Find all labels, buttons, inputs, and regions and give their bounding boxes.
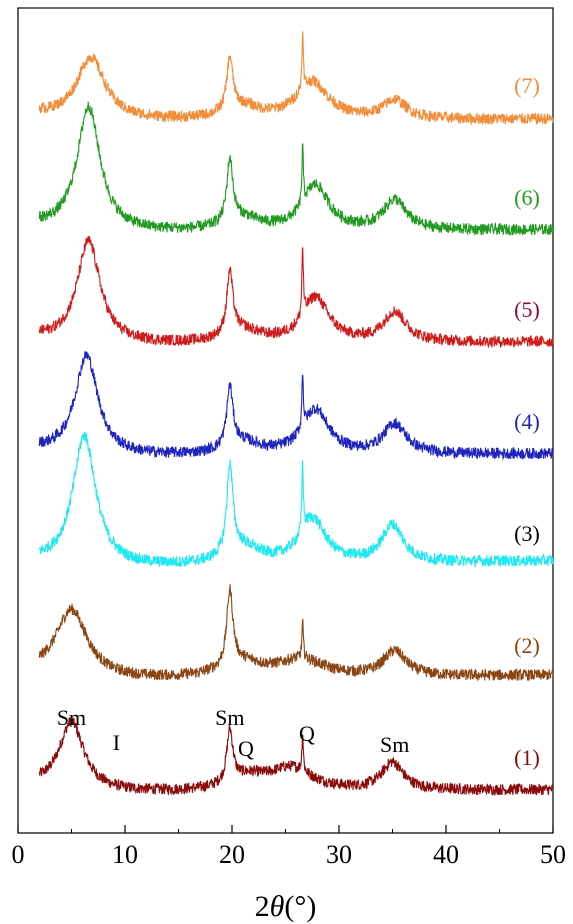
series-line xyxy=(38,235,554,349)
annotation-layer: Sm I Sm Q Q Sm xyxy=(57,705,409,761)
x-tick-label: 20 xyxy=(219,840,245,869)
series-label: (4) xyxy=(514,409,540,434)
x-tick-label: 50 xyxy=(540,840,566,869)
series-line xyxy=(38,101,554,237)
plot-frame xyxy=(17,7,554,834)
peak-annotation: Sm xyxy=(57,705,86,730)
series-label: (6) xyxy=(514,185,540,210)
x-axis-title-unit: (°) xyxy=(284,890,316,923)
series-label: (1) xyxy=(514,745,540,770)
series-layer xyxy=(38,31,554,796)
series-label: (2) xyxy=(514,633,540,658)
x-tick-label: 10 xyxy=(112,840,138,869)
x-axis-title-symbol: θ xyxy=(270,890,285,923)
series-line xyxy=(38,351,554,461)
x-tick-label: 30 xyxy=(326,840,352,869)
peak-annotation: Sm xyxy=(215,705,244,730)
series-line xyxy=(38,717,554,796)
series-label: (7) xyxy=(514,73,540,98)
peak-annotation: I xyxy=(113,730,120,755)
x-axis-title: 2θ(°) xyxy=(255,890,317,923)
peak-annotation: Q xyxy=(299,721,315,746)
series-label: (3) xyxy=(514,521,540,546)
series-label-layer: (1) (2) (3) (4) (5) (6) (7) xyxy=(514,73,540,770)
series-label: (5) xyxy=(514,297,540,322)
series-line xyxy=(38,584,554,682)
series-line xyxy=(38,432,554,569)
plot-border xyxy=(17,7,554,834)
series-line xyxy=(38,31,554,126)
x-tick-label: 0 xyxy=(12,840,25,869)
x-tick-label: 40 xyxy=(433,840,459,869)
peak-annotation: Sm xyxy=(380,732,409,757)
x-axis: 0 10 20 30 40 50 xyxy=(12,825,566,869)
peak-annotation: Q xyxy=(238,736,254,761)
x-axis-title-prefix: 2 xyxy=(255,890,270,923)
